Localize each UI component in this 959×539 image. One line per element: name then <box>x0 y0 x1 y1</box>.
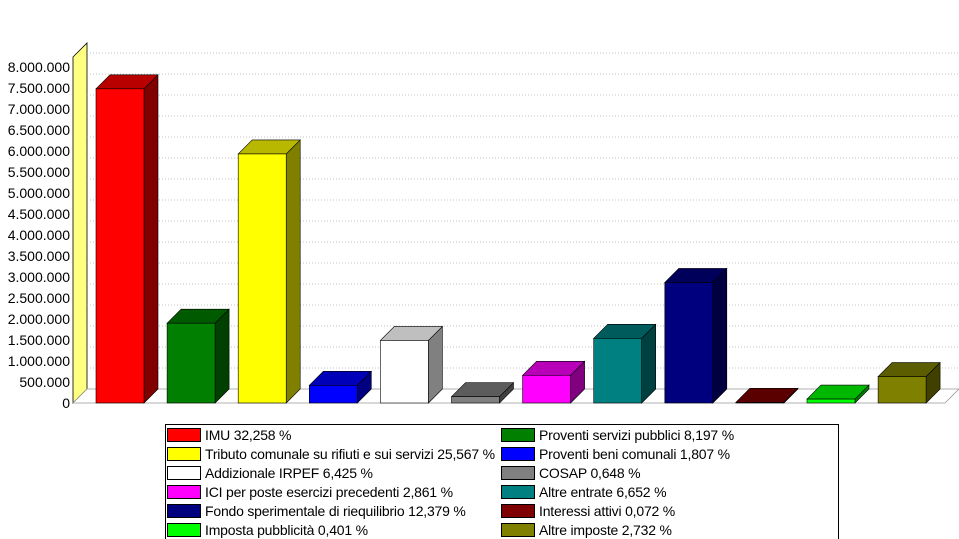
legend-item: ICI per poste esercizi precedenti 2,861 … <box>167 483 453 501</box>
bar-front <box>380 340 429 404</box>
legend-item: Proventi beni comunali 1,807 % <box>501 445 730 463</box>
y-tick-label: 7.000.000 <box>8 101 70 117</box>
bar <box>806 384 870 404</box>
legend-label: Addizionale IRPEF 6,425 % <box>205 465 373 481</box>
legend-label: IMU 32,258 % <box>205 427 292 443</box>
legend-label: ICI per poste esercizi precedenti 2,861 … <box>205 484 453 500</box>
gridlines <box>87 52 959 369</box>
y-tick-label: 0 <box>62 395 70 411</box>
legend-swatch <box>167 466 201 480</box>
legend-swatch <box>167 428 201 442</box>
legend-label: COSAP 0,648 % <box>539 465 641 481</box>
bar <box>95 74 159 404</box>
bar-front <box>522 374 571 404</box>
legend-item: Proventi servizi pubblici 8,197 % <box>501 426 734 444</box>
bar-front <box>664 282 714 404</box>
y-tick-label: 6.000.000 <box>8 143 70 159</box>
bar-front <box>735 401 785 404</box>
y-tick-label: 5.500.000 <box>8 164 70 180</box>
bar-front <box>877 376 927 404</box>
y-tick-label: 3.000.000 <box>8 269 70 285</box>
bar-side <box>143 74 159 404</box>
y-tick-label: 2.500.000 <box>8 290 70 306</box>
bar-front <box>166 322 216 404</box>
legend-item: Altre entrate 6,652 % <box>501 483 667 501</box>
bar <box>521 360 586 404</box>
bar <box>379 325 444 404</box>
legend-item: Addizionale IRPEF 6,425 % <box>167 464 373 482</box>
y-tick-label: 1.000.000 <box>8 353 70 369</box>
legend-label: Proventi beni comunali 1,807 % <box>539 446 730 462</box>
bar-front <box>95 88 145 404</box>
bar-front <box>308 385 358 404</box>
y-tick-label: 8.000.000 <box>8 59 70 75</box>
bar <box>664 267 728 404</box>
legend-swatch <box>501 447 535 461</box>
legend-item: COSAP 0,648 % <box>501 464 641 482</box>
y-tick-label: 2.000.000 <box>8 311 70 327</box>
legend-swatch <box>167 523 201 537</box>
y-tick-label: 5.000.000 <box>8 185 70 201</box>
y-tick-label: 3.500.000 <box>8 248 70 264</box>
legend-label: Imposta pubblicità 0,401 % <box>205 522 368 538</box>
y-tick-label: 4.500.000 <box>8 206 70 222</box>
y-tick-label: 6.500.000 <box>8 122 70 138</box>
legend-label: Altre entrate 6,652 % <box>539 484 667 500</box>
side-wall <box>72 42 88 404</box>
bar <box>735 387 799 404</box>
bar-front <box>237 153 287 404</box>
legend-swatch <box>501 523 535 537</box>
y-tick-label: 7.500.000 <box>8 80 70 96</box>
legend-swatch <box>501 504 535 518</box>
legend-swatch <box>167 504 201 518</box>
bar <box>166 308 230 404</box>
legend-item: Fondo sperimentale di riequilibrio 12,37… <box>167 502 466 520</box>
legend-label: Tributo comunale su rifiuti e sui serviz… <box>205 446 495 462</box>
bar-front <box>593 338 643 404</box>
bar <box>308 370 373 404</box>
legend-swatch <box>167 447 201 461</box>
bar-front <box>806 398 856 404</box>
legend-label: Interessi attivi 0,072 % <box>539 503 676 519</box>
legend-swatch <box>167 485 201 499</box>
legend-swatch <box>501 466 535 480</box>
legend-item: Tributo comunale su rifiuti e sui serviz… <box>167 445 495 463</box>
legend-label: Fondo sperimentale di riequilibrio 12,37… <box>205 503 466 519</box>
chart-legend: IMU 32,258 % Tributo comunale su rifiuti … <box>165 424 839 539</box>
y-axis: 0 500.000 1.000.000 1.500.000 2.000.000 2.500… <box>8 59 71 411</box>
bar <box>877 361 941 404</box>
bar-side <box>285 139 301 404</box>
legend-item: Interessi attivi 0,072 % <box>501 502 675 520</box>
y-tick-label: 1.500.000 <box>8 332 70 348</box>
legend-item: Altre imposte 2,732 % <box>501 521 672 539</box>
y-tick-label: 4.000.000 <box>8 227 70 243</box>
bars <box>95 74 941 404</box>
legend-item: Imposta pubblicità 0,401 % <box>167 521 368 539</box>
bar-front <box>451 396 500 404</box>
legend-item: IMU 32,258 % <box>167 426 292 444</box>
bar <box>592 323 657 404</box>
legend-label: Proventi servizi pubblici 8,197 % <box>539 427 734 443</box>
y-tick-label: 500.000 <box>19 374 70 390</box>
bar <box>237 139 301 404</box>
bar-side <box>712 267 728 404</box>
legend-swatch <box>501 485 535 499</box>
bar <box>450 381 515 404</box>
bar-side <box>214 308 230 404</box>
legend-swatch <box>501 428 535 442</box>
legend-label: Altre imposte 2,732 % <box>539 522 672 538</box>
